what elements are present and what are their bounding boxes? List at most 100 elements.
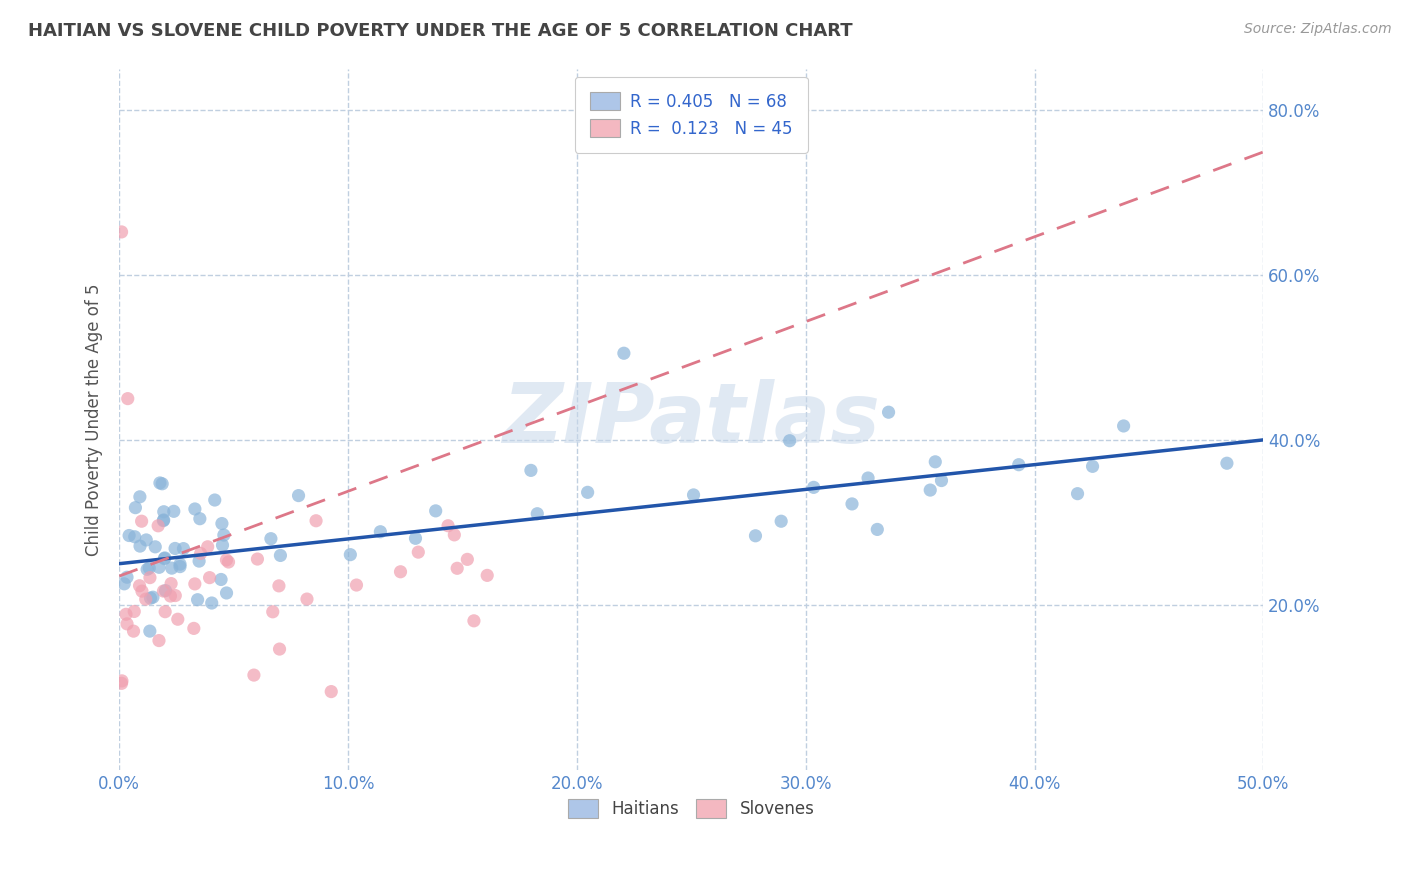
Point bbox=[211, 516, 233, 531]
Point bbox=[183, 621, 205, 635]
Point bbox=[142, 591, 165, 605]
Point bbox=[138, 561, 160, 575]
Point bbox=[856, 471, 879, 485]
Point bbox=[115, 616, 138, 631]
Point bbox=[131, 514, 153, 528]
Point bbox=[215, 553, 238, 567]
Point bbox=[744, 529, 766, 543]
Point bbox=[877, 405, 900, 419]
Point bbox=[124, 500, 146, 515]
Point bbox=[139, 624, 162, 639]
Point bbox=[408, 545, 430, 559]
Point bbox=[135, 533, 157, 547]
Point bbox=[262, 605, 284, 619]
Point bbox=[153, 551, 176, 566]
Point bbox=[931, 474, 953, 488]
Point bbox=[211, 538, 233, 552]
Point bbox=[111, 673, 134, 688]
Point bbox=[112, 577, 135, 591]
Point bbox=[576, 485, 599, 500]
Point bbox=[115, 570, 138, 584]
Point bbox=[131, 584, 153, 599]
Point bbox=[405, 531, 427, 545]
Point bbox=[139, 571, 162, 585]
Point bbox=[148, 633, 170, 648]
Point bbox=[172, 541, 194, 556]
Point bbox=[160, 561, 183, 575]
Point bbox=[184, 577, 207, 591]
Point bbox=[146, 518, 169, 533]
Point bbox=[188, 554, 211, 568]
Point bbox=[124, 530, 146, 544]
Point bbox=[148, 560, 170, 574]
Point bbox=[779, 434, 801, 448]
Point bbox=[1216, 456, 1239, 470]
Point bbox=[201, 596, 224, 610]
Point bbox=[209, 573, 232, 587]
Point bbox=[155, 583, 177, 598]
Point bbox=[190, 546, 212, 560]
Point bbox=[260, 532, 283, 546]
Point bbox=[165, 589, 187, 603]
Point bbox=[152, 584, 174, 599]
Point bbox=[115, 607, 138, 622]
Legend: Haitians, Slovenes: Haitians, Slovenes bbox=[561, 793, 821, 825]
Point bbox=[269, 642, 291, 657]
Point bbox=[339, 548, 361, 562]
Point bbox=[122, 605, 145, 619]
Point bbox=[1066, 486, 1088, 500]
Point bbox=[321, 684, 343, 698]
Point bbox=[160, 576, 183, 591]
Point bbox=[128, 579, 150, 593]
Point bbox=[166, 612, 188, 626]
Point bbox=[370, 524, 392, 539]
Point bbox=[188, 512, 211, 526]
Point bbox=[682, 488, 704, 502]
Point bbox=[267, 579, 290, 593]
Point bbox=[526, 507, 548, 521]
Point bbox=[150, 476, 173, 491]
Point bbox=[425, 504, 447, 518]
Point bbox=[920, 483, 942, 497]
Point bbox=[169, 557, 191, 571]
Text: HAITIAN VS SLOVENE CHILD POVERTY UNDER THE AGE OF 5 CORRELATION CHART: HAITIAN VS SLOVENE CHILD POVERTY UNDER T… bbox=[28, 22, 853, 40]
Point bbox=[841, 497, 863, 511]
Point bbox=[187, 592, 209, 607]
Point bbox=[1081, 459, 1104, 474]
Point bbox=[269, 549, 291, 563]
Point bbox=[463, 614, 485, 628]
Point bbox=[159, 589, 181, 603]
Point bbox=[169, 559, 191, 574]
Point bbox=[110, 225, 132, 239]
Point bbox=[613, 346, 636, 360]
Text: Source: ZipAtlas.com: Source: ZipAtlas.com bbox=[1244, 22, 1392, 37]
Point bbox=[117, 392, 139, 406]
Point bbox=[153, 605, 176, 619]
Point bbox=[118, 528, 141, 542]
Point bbox=[437, 518, 460, 533]
Point bbox=[246, 552, 269, 566]
Point bbox=[110, 676, 132, 690]
Point bbox=[152, 514, 174, 528]
Point bbox=[197, 540, 219, 554]
Point bbox=[295, 592, 318, 607]
Point bbox=[443, 528, 465, 542]
Point bbox=[218, 555, 240, 569]
Point bbox=[129, 539, 152, 553]
Point bbox=[198, 571, 221, 585]
Point bbox=[204, 493, 226, 508]
Point bbox=[446, 561, 468, 575]
Point bbox=[1112, 419, 1135, 434]
Point bbox=[477, 568, 499, 582]
Point bbox=[215, 586, 238, 600]
Text: ZIPatlas: ZIPatlas bbox=[502, 379, 880, 459]
Point bbox=[287, 489, 309, 503]
Point bbox=[152, 505, 174, 519]
Point bbox=[1008, 458, 1031, 472]
Point bbox=[152, 513, 174, 527]
Point bbox=[149, 475, 172, 490]
Point bbox=[803, 480, 825, 494]
Point bbox=[305, 514, 328, 528]
Point bbox=[153, 550, 176, 565]
Point bbox=[389, 565, 412, 579]
